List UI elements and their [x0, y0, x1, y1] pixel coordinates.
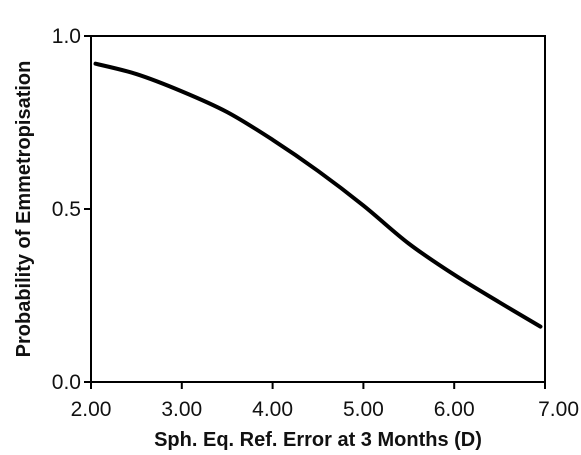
- x-tick-label: 6.00: [434, 398, 475, 421]
- y-axis-ticks: 0.0 0.5 1.0: [52, 25, 91, 394]
- x-axis-ticks: 2.00 3.00 4.00 5.00 6.00 7.00: [71, 382, 579, 421]
- x-tick-label: 4.00: [252, 398, 293, 421]
- y-axis-label: Probability of Emmetropisation: [13, 61, 35, 358]
- x-tick-label: 2.00: [71, 398, 112, 421]
- y-tick-label: 0.5: [52, 198, 81, 221]
- series-layer: [93, 61, 543, 329]
- y-tick-label: 0.0: [52, 371, 81, 394]
- x-tick-label: 5.00: [343, 398, 384, 421]
- x-tick-label: 7.00: [538, 398, 579, 421]
- series-line: [93, 61, 543, 329]
- plot-area-frame: [90, 35, 546, 383]
- y-tick-label: 1.0: [52, 25, 81, 48]
- x-axis-label: Sph. Eq. Ref. Error at 3 Months (D): [154, 429, 482, 451]
- x-tick-label: 3.00: [161, 398, 202, 421]
